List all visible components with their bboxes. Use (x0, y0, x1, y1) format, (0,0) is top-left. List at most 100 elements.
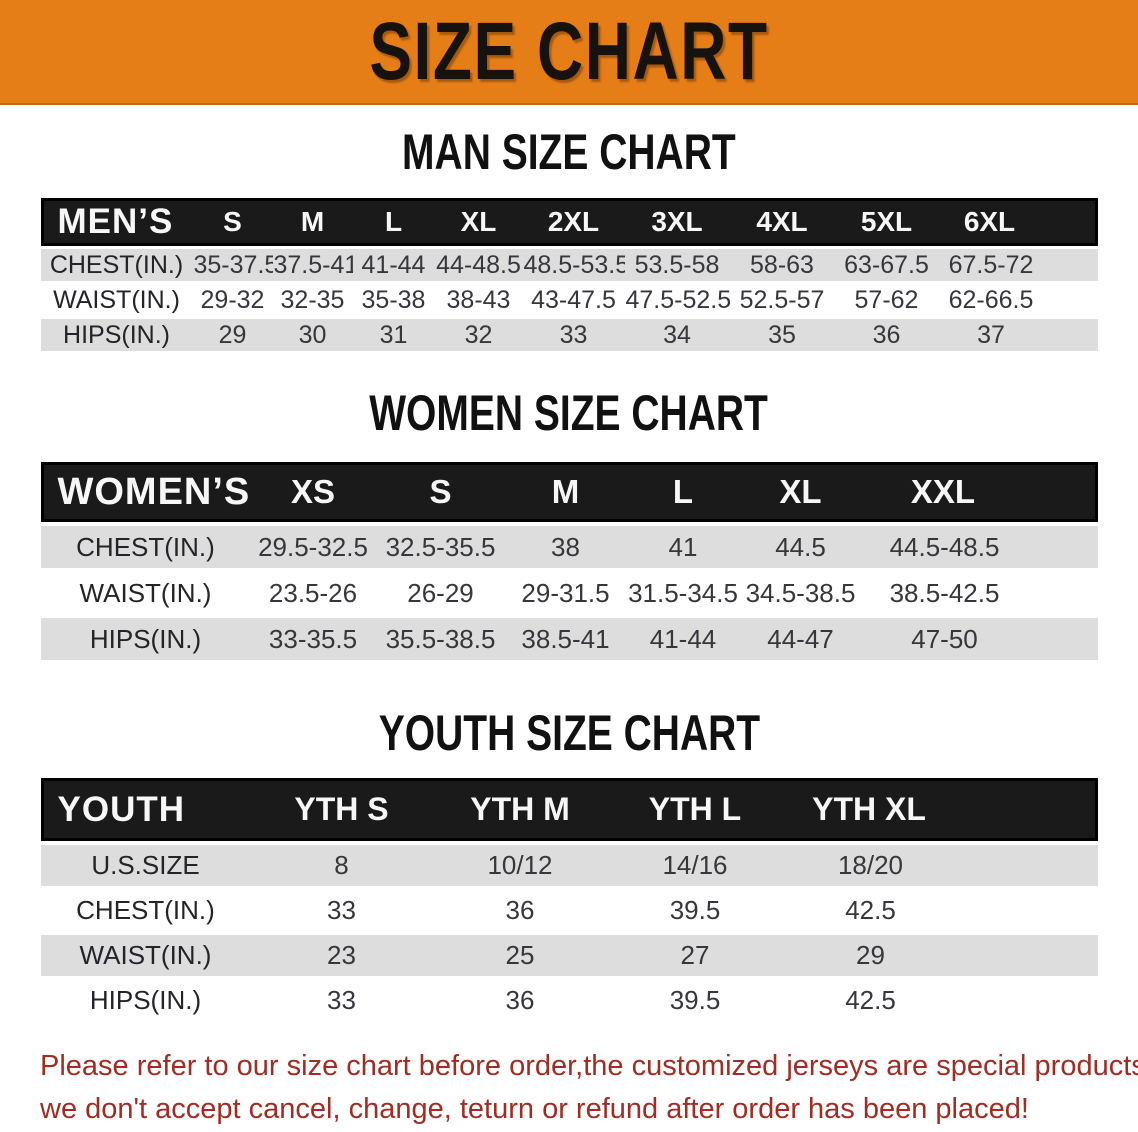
size-col-header: 3XL (624, 198, 730, 246)
men-waist-row: WAIST(IN.) 29-32 32-35 35-38 38-43 43-47… (40, 284, 1098, 316)
value-cell: 44-47 (740, 618, 861, 660)
women-size-table: WOMEN’S XS S M L XL XXL CHEST(IN.) 29.5-… (40, 458, 1098, 664)
value-cell: 35-38 (352, 284, 435, 316)
banner-title: SIZE CHART (369, 5, 769, 97)
row-label-cell: U.S.SIZE (40, 845, 251, 886)
row-label-cell: WAIST(IN.) (40, 284, 193, 316)
row-label-cell: WAIST(IN.) (40, 935, 251, 976)
value-cell: 35-37.5 (192, 249, 273, 281)
value-cell: 39.5 (607, 890, 783, 931)
size-col-header: 2XL (522, 198, 625, 246)
value-cell: 33 (250, 890, 433, 931)
value-cell: 42.5 (782, 890, 1098, 931)
value-cell: 44-48.5 (434, 249, 523, 281)
size-col-header: 6XL (938, 198, 1098, 246)
value-cell: 36 (432, 980, 608, 1021)
value-cell: 47.5-52.5 (624, 284, 730, 316)
men-header-row: MEN’S S M L XL 2XL 3XL 4XL 5XL 6XL (40, 198, 1098, 246)
value-cell: 42.5 (782, 980, 1098, 1021)
value-cell: 38.5-41 (505, 618, 626, 660)
value-cell: 26-29 (375, 572, 506, 614)
value-cell: 48.5-53.5 (522, 249, 625, 281)
value-cell: 8 (250, 845, 433, 886)
value-cell: 38.5-42.5 (860, 572, 1098, 614)
size-col-header: S (375, 462, 506, 522)
value-cell: 32.5-35.5 (375, 526, 506, 568)
value-cell: 44.5 (740, 526, 861, 568)
value-cell: 63-67.5 (834, 249, 939, 281)
youth-corner-label: YOUTH (40, 778, 251, 841)
value-cell: 27 (607, 935, 783, 976)
value-cell: 23 (250, 935, 433, 976)
youth-chest-row: CHEST(IN.) 33 36 39.5 42.5 (40, 890, 1098, 931)
value-cell: 44.5-48.5 (860, 526, 1098, 568)
men-chest-row: CHEST(IN.) 35-37.5 37.5-41 41-44 44-48.5… (40, 249, 1098, 281)
women-section-title: WOMEN SIZE CHART (369, 385, 769, 441)
row-label-cell: CHEST(IN.) (40, 249, 193, 281)
youth-ussize-row: U.S.SIZE 8 10/12 14/16 18/20 (40, 845, 1098, 886)
value-cell: 29-32 (192, 284, 273, 316)
value-cell: 39.5 (607, 980, 783, 1021)
women-corner-label: WOMEN’S (40, 462, 251, 522)
value-cell: 43-47.5 (522, 284, 625, 316)
value-cell: 37.5-41 (272, 249, 353, 281)
value-cell: 36 (432, 890, 608, 931)
value-cell: 32-35 (272, 284, 353, 316)
footer-line: we don't accept cancel, change, teturn o… (40, 1093, 1029, 1125)
row-label-cell: WAIST(IN.) (40, 572, 251, 614)
size-col-header: L (352, 198, 435, 246)
size-col-header: YTH M (432, 778, 608, 841)
value-cell: 10/12 (432, 845, 608, 886)
size-col-header: S (192, 198, 273, 246)
size-col-header: M (272, 198, 353, 246)
row-label-cell: HIPS(IN.) (40, 618, 251, 660)
size-col-header: YTH L (607, 778, 783, 841)
youth-header-row: YOUTH YTH S YTH M YTH L YTH XL (40, 778, 1098, 841)
footer-line: Please refer to our size chart before or… (40, 1050, 1138, 1082)
youth-hips-row: HIPS(IN.) 33 36 39.5 42.5 (40, 980, 1098, 1021)
men-hips-row: HIPS(IN.) 29 30 31 32 33 34 35 36 37 (40, 319, 1098, 351)
youth-size-table: YOUTH YTH S YTH M YTH L YTH XL U.S.SIZE … (40, 774, 1098, 1025)
value-cell: 53.5-58 (624, 249, 730, 281)
row-label-cell: HIPS(IN.) (40, 319, 193, 351)
value-cell: 33 (250, 980, 433, 1021)
value-cell: 32 (434, 319, 523, 351)
youth-section-title: YOUTH SIZE CHART (378, 705, 760, 761)
value-cell: 25 (432, 935, 608, 976)
value-cell: 35.5-38.5 (375, 618, 506, 660)
value-cell: 37 (938, 319, 1098, 351)
value-cell: 38-43 (434, 284, 523, 316)
value-cell: 41-44 (625, 618, 741, 660)
value-cell: 57-62 (834, 284, 939, 316)
value-cell: 34 (624, 319, 730, 351)
value-cell: 29 (192, 319, 273, 351)
women-waist-row: WAIST(IN.) 23.5-26 26-29 29-31.5 31.5-34… (40, 572, 1098, 614)
size-col-header: XL (740, 462, 861, 522)
value-cell: 38 (505, 526, 626, 568)
size-col-header: YTH S (250, 778, 433, 841)
value-cell: 62-66.5 (938, 284, 1098, 316)
size-col-header: 4XL (729, 198, 835, 246)
value-cell: 47-50 (860, 618, 1098, 660)
value-cell: 33 (522, 319, 625, 351)
value-cell: 41 (625, 526, 741, 568)
women-header-row: WOMEN’S XS S M L XL XXL (40, 462, 1098, 522)
value-cell: 29 (782, 935, 1098, 976)
value-cell: 52.5-57 (729, 284, 835, 316)
value-cell: 31 (352, 319, 435, 351)
women-chest-row: CHEST(IN.) 29.5-32.5 32.5-35.5 38 41 44.… (40, 526, 1098, 568)
size-col-header: 5XL (834, 198, 939, 246)
men-size-table: MEN’S S M L XL 2XL 3XL 4XL 5XL 6XL CHEST… (40, 195, 1098, 354)
row-label-cell: CHEST(IN.) (40, 526, 251, 568)
value-cell: 30 (272, 319, 353, 351)
size-col-header: YTH XL (782, 778, 1098, 841)
youth-waist-row: WAIST(IN.) 23 25 27 29 (40, 935, 1098, 976)
size-chart-banner: SIZE CHART (0, 0, 1138, 105)
value-cell: 29.5-32.5 (250, 526, 376, 568)
footer-note: Please refer to our size chart before or… (40, 1045, 1138, 1131)
men-section-title: MAN SIZE CHART (402, 124, 736, 180)
value-cell: 35 (729, 319, 835, 351)
value-cell: 36 (834, 319, 939, 351)
value-cell: 34.5-38.5 (740, 572, 861, 614)
value-cell: 41-44 (352, 249, 435, 281)
